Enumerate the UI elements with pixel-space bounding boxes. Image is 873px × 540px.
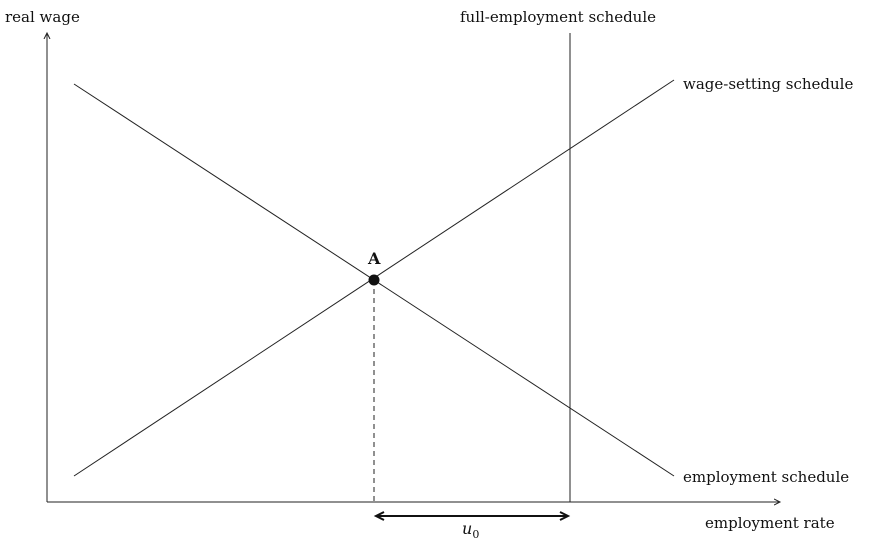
equilibrium-point <box>368 274 380 286</box>
unemployment-symbol-subscript: 0 <box>472 528 479 540</box>
full-employment-schedule-label: full-employment schedule <box>460 8 656 26</box>
unemployment-symbol-base: u <box>462 519 472 538</box>
employment-schedule-label: employment schedule <box>683 468 849 486</box>
point-a-label: A <box>367 249 381 268</box>
wage-setting-schedule-label: wage-setting schedule <box>683 75 853 93</box>
unemployment-symbol: u0 <box>462 519 479 540</box>
x-axis-label: employment rate <box>705 514 835 532</box>
y-axis-label: real wage <box>5 8 80 26</box>
